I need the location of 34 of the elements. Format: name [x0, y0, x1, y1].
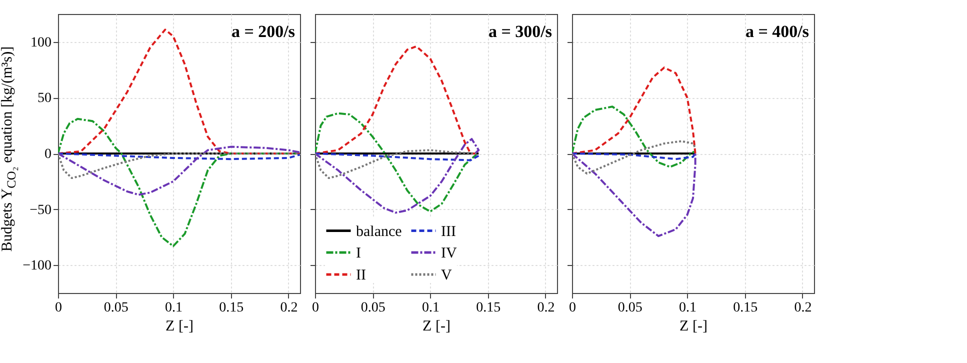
x-tick-label: 0.15 [219, 300, 244, 316]
x-tick-label: 0 [569, 300, 576, 316]
x-tick-label: 0.1 [422, 300, 440, 316]
x-tick-label: 0.05 [618, 300, 642, 316]
x-tick-label: 0.15 [476, 300, 501, 316]
x-tick-label: 0.15 [733, 300, 758, 316]
annotation: a = 400/s [745, 22, 810, 41]
legend-label: III [441, 224, 456, 240]
legend-label: balance [356, 224, 402, 240]
legend-label: V [441, 268, 452, 284]
annotation: a = 200/s [231, 22, 296, 41]
x-tick-label: 0.2 [280, 300, 298, 316]
line-series [58, 152, 300, 180]
y-tick-label: 0 [44, 147, 52, 162]
x-axis-title: Z [-] [680, 318, 708, 334]
x-tick-label: 0.2 [794, 300, 812, 316]
x-tick-label: 0.1 [164, 300, 182, 316]
x-tick-label: 0.05 [360, 300, 386, 316]
x-tick-label: 0.2 [537, 300, 555, 316]
legend-label: IV [441, 246, 457, 262]
line-series [58, 146, 300, 196]
x-axis-title: Z [-] [166, 318, 194, 334]
y-tick-label: −100 [22, 258, 52, 274]
y-tick-label: 100 [30, 35, 52, 50]
x-axis-title: Z [-] [422, 318, 450, 334]
legend-label: I [356, 246, 361, 262]
x-tick-label: 0.1 [678, 300, 696, 316]
y-tick-label: −50 [30, 202, 52, 218]
annotation: a = 300/s [488, 22, 552, 41]
x-tick-label: 0.05 [104, 300, 128, 316]
legend-label: II [356, 268, 366, 284]
x-tick-label: 0 [55, 300, 62, 316]
y-tick-label: 50 [38, 91, 52, 106]
x-tick-label: 0 [312, 300, 319, 316]
